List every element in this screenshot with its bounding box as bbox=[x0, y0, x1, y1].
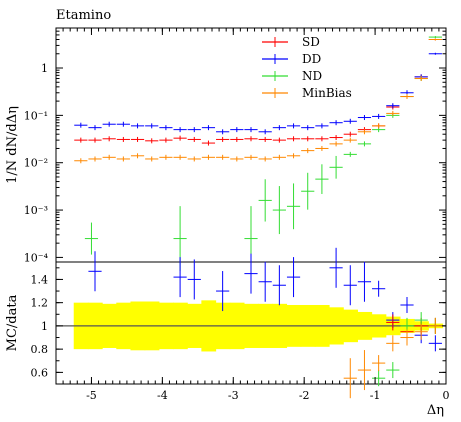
main-y-tick-label: 10⁻⁴ bbox=[24, 251, 49, 264]
ratio-uncertainty-band bbox=[56, 300, 446, 352]
x-tick-label: -3 bbox=[228, 389, 239, 402]
ratio-y-tick-label: 1.2 bbox=[31, 297, 49, 310]
ratio-series-group bbox=[88, 247, 442, 399]
main-y-tick-label: 10⁻¹ bbox=[24, 109, 48, 122]
legend-label-dd: DD bbox=[302, 52, 321, 66]
legend-label-minbias: MinBias bbox=[302, 86, 352, 100]
main-y-tick-label: 10⁻³ bbox=[24, 204, 48, 217]
main-y-tick-label: 1 bbox=[41, 62, 48, 75]
x-tick-label: -2 bbox=[299, 389, 310, 402]
chart-title: Etamino bbox=[56, 8, 111, 23]
x-tick-label: -1 bbox=[370, 389, 381, 402]
legend-label-nd: ND bbox=[302, 69, 322, 83]
ratio-y-axis-label: MC/data bbox=[5, 294, 20, 351]
x-tick-label: 0 bbox=[443, 389, 450, 402]
main-plot-panel: 1 10⁻¹ 10⁻² 10⁻³ 10⁻⁴ bbox=[24, 27, 447, 271]
main-y-axis: 1 10⁻¹ 10⁻² 10⁻³ 10⁻⁴ bbox=[24, 27, 446, 264]
ratio-y-tick-label: 0.8 bbox=[31, 343, 49, 356]
main-y-tick-label: 10⁻² bbox=[24, 157, 48, 170]
ratio-y-tick-label: 1.4 bbox=[31, 273, 49, 286]
x-tick-label: -4 bbox=[157, 389, 168, 402]
legend-label-sd: SD bbox=[302, 35, 320, 49]
x-axis: -5 -4 -3 -2 -1 0 bbox=[55, 28, 450, 402]
ratio-y-axis: 1.4 1.2 1 0.8 0.6 bbox=[31, 267, 446, 385]
ratio-y-tick-label: 1 bbox=[41, 320, 48, 333]
legend: SD DD ND MinBias bbox=[262, 35, 352, 100]
main-y-axis-label: 1/N dN/dΔη bbox=[5, 106, 20, 184]
main-series-group bbox=[74, 36, 442, 271]
x-tick-label: -5 bbox=[86, 389, 97, 402]
ratio-plot-panel: 1.4 1.2 1 0.8 0.6 bbox=[31, 247, 447, 399]
ratio-y-tick-label: 0.6 bbox=[31, 366, 49, 379]
x-axis-label: Δη bbox=[427, 403, 444, 418]
